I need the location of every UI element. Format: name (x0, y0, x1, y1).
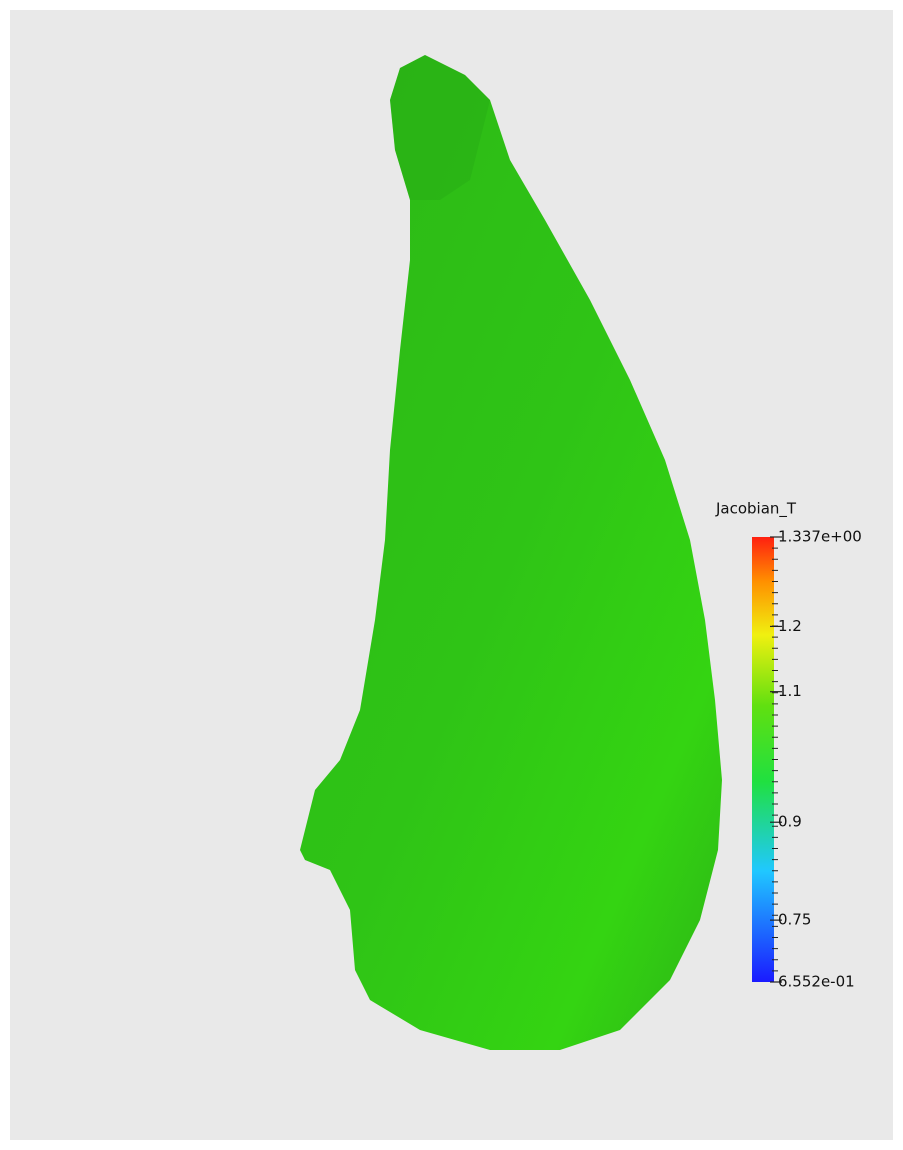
tick-label: 1.2 (778, 617, 802, 635)
page: Jacobian_T 1.337e+00 1.2 1.1 0.9 0.75 6.552e-… (0, 0, 903, 1150)
colorbar (752, 537, 774, 982)
colorbar-title: Jacobian_T (715, 500, 797, 519)
render-view: Jacobian_T 1.337e+00 1.2 1.1 0.9 0.75 6.552e-… (0, 0, 903, 1150)
tick-label: 6.552e-01 (778, 973, 855, 991)
tick-label: 1.337e+00 (778, 528, 862, 546)
tick-label: 1.1 (778, 682, 802, 700)
tick-label: 0.9 (778, 813, 802, 831)
tick-label: 0.75 (778, 911, 811, 929)
